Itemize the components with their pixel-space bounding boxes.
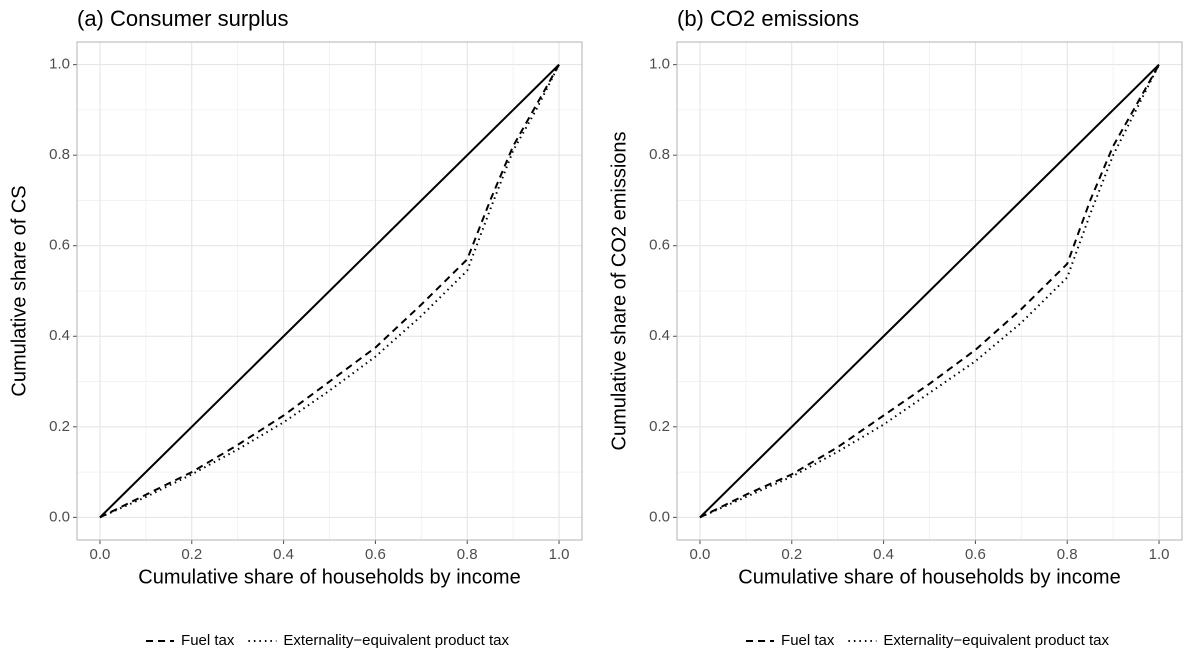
legend: Fuel tax Externality−equivalent product t… bbox=[146, 632, 509, 649]
y-axis-label: Cumulative share of CO2 emissions bbox=[608, 131, 630, 450]
chart-title: (b) CO2 emissions bbox=[677, 6, 859, 31]
x-axis-label: Cumulative share of households by income bbox=[138, 566, 520, 588]
y-tick-label: 0.0 bbox=[49, 508, 70, 525]
y-tick-label: 1.0 bbox=[49, 56, 70, 73]
x-tick-label: 0.8 bbox=[457, 546, 478, 563]
y-tick-label: 0.6 bbox=[49, 237, 70, 254]
y-tick-label: 0.0 bbox=[649, 508, 670, 525]
legend: Fuel tax Externality−equivalent product t… bbox=[746, 632, 1109, 649]
y-tick-label: 0.6 bbox=[649, 237, 670, 254]
data-line bbox=[699, 64, 1160, 519]
x-tick-label: 0.4 bbox=[873, 546, 894, 563]
x-tick-label: 0.6 bbox=[365, 546, 386, 563]
legend-label: Fuel tax bbox=[781, 632, 835, 649]
x-axis-label: Cumulative share of households by income bbox=[738, 566, 1120, 588]
data-line bbox=[99, 64, 560, 519]
data-line bbox=[699, 64, 1160, 519]
y-tick-label: 1.0 bbox=[649, 56, 670, 73]
x-tick-label: 0.0 bbox=[690, 546, 711, 563]
y-tick-label: 0.4 bbox=[649, 327, 670, 344]
x-tick-label: 1.0 bbox=[549, 546, 570, 563]
legend-label: Externality−equivalent product tax bbox=[883, 632, 1109, 649]
plot-border bbox=[76, 41, 583, 541]
data-line bbox=[699, 63, 1160, 519]
y-tick-label: 0.4 bbox=[49, 327, 70, 344]
panel: (b) CO2 emissions 0.0 0.2 0.4 0.6 0.8 1.0 0.0 0.… bbox=[608, 6, 1183, 649]
x-tick-label: 0.4 bbox=[273, 546, 294, 563]
chart-title: (a) Consumer surplus bbox=[77, 6, 289, 31]
plot-border bbox=[676, 41, 1183, 541]
x-tick-label: 0.6 bbox=[965, 546, 986, 563]
legend-label: Fuel tax bbox=[181, 632, 235, 649]
x-tick-label: 0.0 bbox=[90, 546, 111, 563]
x-tick-label: 0.2 bbox=[181, 546, 202, 563]
y-tick-label: 0.2 bbox=[49, 418, 70, 435]
y-tick-label: 0.8 bbox=[49, 146, 70, 163]
x-tick-label: 0.2 bbox=[781, 546, 802, 563]
data-line bbox=[99, 63, 560, 519]
data-line bbox=[99, 64, 560, 519]
y-tick-label: 0.8 bbox=[649, 146, 670, 163]
panel: (a) Consumer surplus 0.0 0.2 0.4 0.6 0.8 1.0 0.… bbox=[8, 6, 583, 649]
legend-label: Externality−equivalent product tax bbox=[283, 632, 509, 649]
y-tick-label: 0.2 bbox=[649, 418, 670, 435]
y-axis-label: Cumulative share of CS bbox=[8, 185, 30, 396]
x-tick-label: 1.0 bbox=[1149, 546, 1170, 563]
x-tick-label: 0.8 bbox=[1057, 546, 1078, 563]
